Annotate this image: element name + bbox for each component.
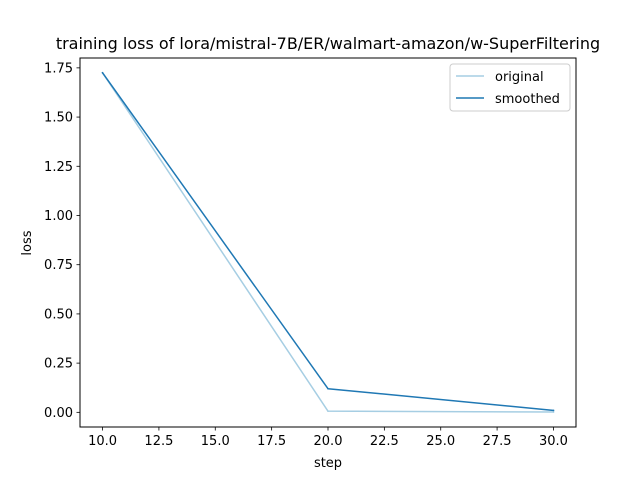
- y-tick-label: 0.50: [44, 307, 73, 322]
- legend: original smoothed: [449, 63, 571, 112]
- x-tick-label: 17.5: [257, 434, 286, 449]
- data-point-smoothed-0: [101, 71, 104, 74]
- x-axis-label: step: [314, 456, 342, 471]
- x-axis: 10.0 12.5 15.0 17.5 20.0 22.5 25.0 27.5 30.0: [88, 427, 568, 449]
- legend-label-smoothed: smoothed: [495, 92, 560, 107]
- y-tick-label: 1.50: [44, 111, 73, 126]
- data-point-smoothed-1: [327, 387, 329, 390]
- y-tick-label: 0.00: [44, 406, 73, 421]
- x-tick-label: 22.5: [370, 434, 399, 449]
- legend-label-original: original: [495, 70, 544, 85]
- y-tick-label: 0.75: [44, 258, 73, 273]
- y-tick-label: 1.25: [44, 160, 73, 175]
- x-tick-label: 12.5: [144, 434, 173, 449]
- x-tick-label: 27.5: [483, 434, 512, 449]
- y-axis-label: loss: [20, 230, 35, 255]
- x-tick-label: 15.0: [201, 434, 230, 449]
- data-point-original-2: [552, 411, 555, 413]
- series-layer: [101, 71, 555, 413]
- y-tick-label: 1.00: [44, 209, 73, 224]
- x-tick-label: 20.0: [314, 434, 343, 449]
- y-tick-label: 0.25: [44, 357, 73, 372]
- y-tick-label: 1.75: [44, 61, 73, 76]
- y-axis: 0.00 0.25 0.50 0.75 1.00 1.25 1.50 1.75: [44, 61, 80, 421]
- x-tick-label: 10.0: [88, 434, 117, 449]
- chart-title: training loss of lora/mistral-7B/ER/walm…: [56, 34, 600, 53]
- x-tick-label: 30.0: [539, 434, 568, 449]
- data-point-original-1: [327, 410, 329, 412]
- data-point-smoothed-2: [552, 409, 555, 412]
- x-tick-label: 25.0: [426, 434, 455, 449]
